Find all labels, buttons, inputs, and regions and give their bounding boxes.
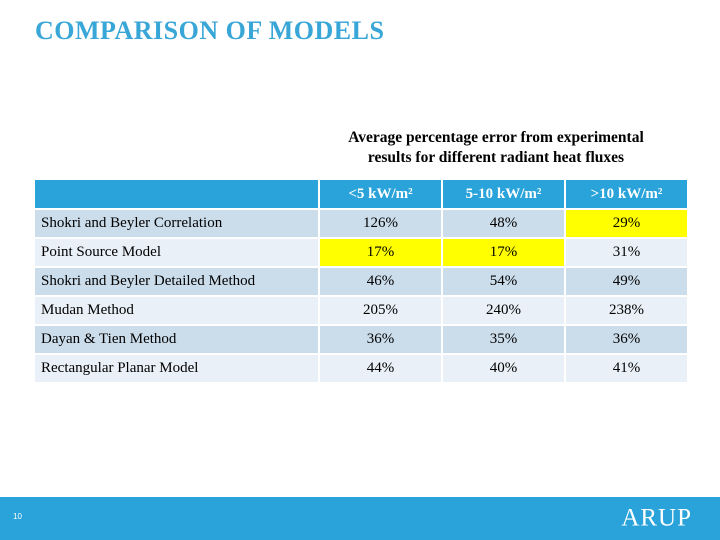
value-cell: 49% <box>564 266 689 297</box>
header-cell-flux-low: <5 kW/m² <box>318 178 443 210</box>
value-cell: 46% <box>318 266 443 297</box>
header-cell-flux-high: >10 kW/m² <box>564 178 689 210</box>
model-name-cell: Shokri and Beyler Correlation <box>33 208 320 239</box>
page-number: 10 <box>13 512 22 521</box>
table-header-row: <5 kW/m² 5-10 kW/m² >10 kW/m² <box>33 178 689 210</box>
slide-title: COMPARISON OF MODELS <box>35 16 385 45</box>
model-name-cell: Shokri and Beyler Detailed Method <box>33 266 320 297</box>
value-cell: 17% <box>441 237 566 268</box>
comparison-table-body: Shokri and Beyler Correlation 126% 48% 29% P… <box>33 208 689 384</box>
table-row: Dayan & Tien Method 36% 35% 36% <box>33 324 689 355</box>
table-row: Shokri and Beyler Correlation 126% 48% 29% <box>33 208 689 239</box>
table-row: Shokri and Beyler Detailed Method 46% 54% 4… <box>33 266 689 297</box>
value-cell: 36% <box>318 324 443 355</box>
table-caption: Average percentage error from experiment… <box>348 129 644 167</box>
table-row: Point Source Model 17% 17% 31% <box>33 237 689 268</box>
value-cell: 40% <box>441 353 566 384</box>
value-cell: 41% <box>564 353 689 384</box>
header-cell-flux-mid: 5-10 kW/m² <box>441 178 566 210</box>
value-cell: 238% <box>564 295 689 326</box>
value-cell: 205% <box>318 295 443 326</box>
value-cell: 29% <box>564 208 689 239</box>
header-cell-blank <box>33 178 320 210</box>
value-cell: 44% <box>318 353 443 384</box>
value-cell: 126% <box>318 208 443 239</box>
model-name-cell: Point Source Model <box>33 237 320 268</box>
model-name-cell: Rectangular Planar Model <box>33 353 320 384</box>
value-cell: 48% <box>441 208 566 239</box>
value-cell: 31% <box>564 237 689 268</box>
table-row: Mudan Method 205% 240% 238% <box>33 295 689 326</box>
arup-logo: ARUP <box>621 503 692 531</box>
value-cell: 36% <box>564 324 689 355</box>
value-cell: 17% <box>318 237 443 268</box>
table-row: Rectangular Planar Model 44% 40% 41% <box>33 353 689 384</box>
value-cell: 54% <box>441 266 566 297</box>
comparison-table: <5 kW/m² 5-10 kW/m² >10 kW/m² Shokri and… <box>33 178 689 384</box>
model-name-cell: Mudan Method <box>33 295 320 326</box>
model-name-cell: Dayan & Tien Method <box>33 324 320 355</box>
value-cell: 35% <box>441 324 566 355</box>
value-cell: 240% <box>441 295 566 326</box>
footer-bar: 10 ARUP <box>0 497 720 540</box>
